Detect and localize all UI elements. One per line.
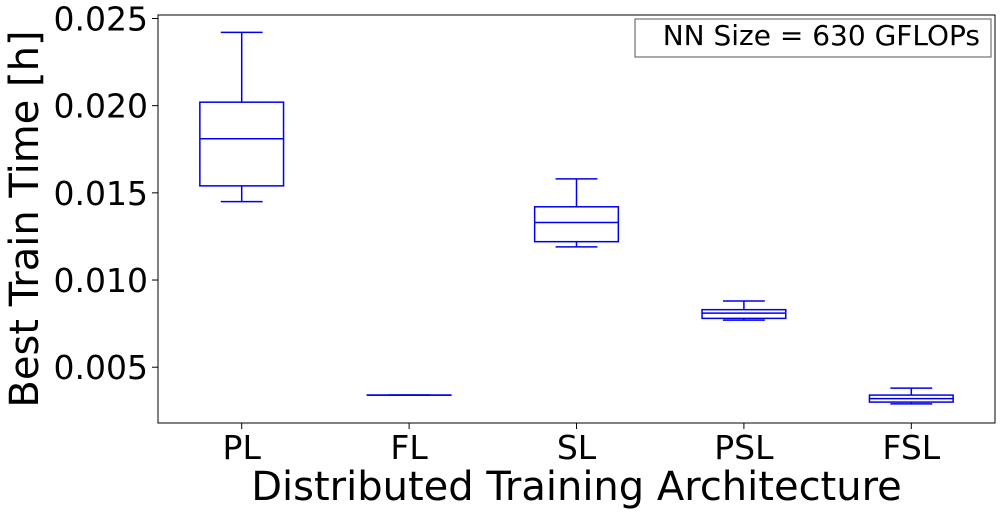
iqr-box (533, 206, 620, 243)
y-tick-label: 0.005 (54, 348, 148, 387)
y-tick-label: 0.010 (54, 261, 148, 300)
box-psl (701, 300, 787, 321)
y-axis: 0.005 0.010 0.015 0.020 0.025 (54, 0, 158, 387)
annotation-box: NN Size = 630 GFLOPs (634, 18, 992, 58)
y-tick-label: 0.025 (54, 0, 148, 38)
x-tick-label: SL (557, 428, 597, 467)
y-tick-label: 0.015 (54, 174, 148, 213)
x-tick-label: PSL (714, 428, 774, 467)
plot-area-frame (157, 14, 996, 424)
box-series (199, 31, 954, 405)
annotation-text: NN Size = 630 GFLOPs (663, 19, 980, 52)
x-axis: PL FL SL PSL FSL (223, 423, 941, 467)
box-sl (533, 178, 620, 248)
annotation-frame (634, 18, 992, 58)
x-tick-label: FL (390, 428, 428, 467)
y-axis-label: Best Train Time [h] (2, 30, 48, 407)
x-axis-label: Distributed Training Architecture (251, 464, 902, 510)
iqr-box (701, 308, 787, 320)
box-fsl (868, 387, 954, 405)
iqr-box (199, 101, 285, 187)
x-tick-label: PL (223, 428, 262, 467)
x-tick-label: FSL (882, 428, 940, 467)
y-tick-label: 0.020 (54, 87, 148, 126)
box-pl (199, 31, 285, 203)
